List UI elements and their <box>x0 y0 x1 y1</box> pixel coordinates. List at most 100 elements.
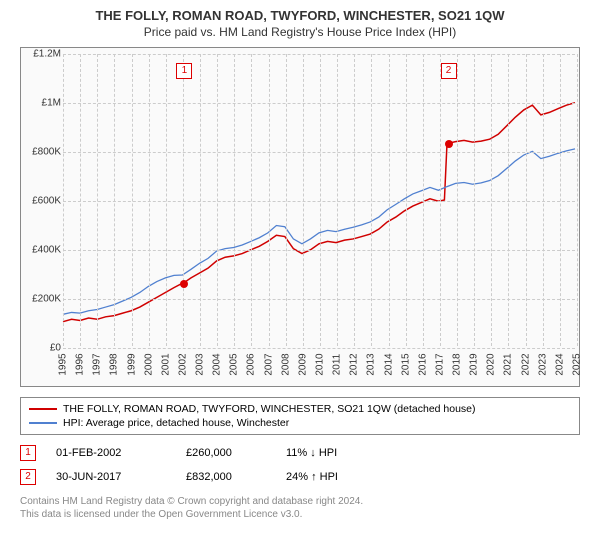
y-axis-label: £1.2M <box>23 49 61 60</box>
gridline-vertical <box>132 54 133 346</box>
x-axis-label: 2013 <box>366 351 377 379</box>
gridline-vertical <box>200 54 201 346</box>
event-id-box: 1 <box>20 445 36 461</box>
gridline-vertical <box>389 54 390 346</box>
x-axis-label: 1995 <box>58 351 69 379</box>
x-axis-label: 2024 <box>554 351 565 379</box>
gridline-vertical <box>166 54 167 346</box>
event-row: 1 01-FEB-2002 £260,000 11% ↓ HPI <box>20 441 580 465</box>
x-axis-label: 1998 <box>109 351 120 379</box>
gridline-vertical <box>286 54 287 346</box>
x-axis-label: 1997 <box>92 351 103 379</box>
gridline-vertical <box>80 54 81 346</box>
y-axis-label: £200K <box>23 294 61 305</box>
series-line <box>63 103 575 322</box>
gridline-vertical <box>440 54 441 346</box>
x-axis-label: 2008 <box>280 351 291 379</box>
event-diff: 24% ↑ HPI <box>286 471 386 483</box>
chart-subtitle: Price paid vs. HM Land Registry's House … <box>10 25 590 39</box>
x-axis-label: 2011 <box>332 351 343 379</box>
legend-swatch <box>29 422 57 424</box>
chart-container: THE FOLLY, ROMAN ROAD, TWYFORD, WINCHEST… <box>0 0 600 529</box>
plot-area: 12 £0£200K£400K£600K£800K£1M£1.2M1995199… <box>20 47 580 387</box>
y-axis-label: £0 <box>23 343 61 354</box>
x-axis-label: 2019 <box>469 351 480 379</box>
gridline-vertical <box>491 54 492 346</box>
footer-copyright: Contains HM Land Registry data © Crown c… <box>20 495 580 508</box>
gridline-horizontal <box>63 54 575 55</box>
legend: THE FOLLY, ROMAN ROAD, TWYFORD, WINCHEST… <box>20 397 580 435</box>
legend-label: THE FOLLY, ROMAN ROAD, TWYFORD, WINCHEST… <box>63 403 476 415</box>
event-id-box: 2 <box>20 469 36 485</box>
x-axis-label: 2016 <box>417 351 428 379</box>
events-table: 101-FEB-2002£260,00011% ↓ HPI230-JUN-201… <box>20 441 580 489</box>
x-axis-label: 2006 <box>246 351 257 379</box>
x-axis-label: 2000 <box>143 351 154 379</box>
event-diff: 11% ↓ HPI <box>286 447 386 459</box>
footer-licence: This data is licensed under the Open Gov… <box>20 508 580 521</box>
x-axis-label: 2010 <box>315 351 326 379</box>
x-axis-label: 1999 <box>126 351 137 379</box>
gridline-horizontal <box>63 152 575 153</box>
gridline-vertical <box>251 54 252 346</box>
gridline-vertical <box>183 54 184 346</box>
chart-title: THE FOLLY, ROMAN ROAD, TWYFORD, WINCHEST… <box>10 8 590 23</box>
x-axis-label: 2005 <box>229 351 240 379</box>
footer: Contains HM Land Registry data © Crown c… <box>20 495 580 521</box>
y-axis-label: £400K <box>23 245 61 256</box>
event-marker-box: 1 <box>176 63 192 79</box>
gridline-vertical <box>423 54 424 346</box>
x-axis-label: 2002 <box>177 351 188 379</box>
gridline-vertical <box>97 54 98 346</box>
x-axis-label: 2003 <box>195 351 206 379</box>
gridline-vertical <box>337 54 338 346</box>
x-axis-label: 1996 <box>75 351 86 379</box>
x-axis-label: 2001 <box>160 351 171 379</box>
gridline-horizontal <box>63 201 575 202</box>
x-axis-label: 2012 <box>349 351 360 379</box>
event-price: £260,000 <box>186 447 266 459</box>
gridline-horizontal <box>63 250 575 251</box>
event-row: 230-JUN-2017£832,00024% ↑ HPI <box>20 465 580 489</box>
gridline-vertical <box>303 54 304 346</box>
gridline-vertical <box>149 54 150 346</box>
x-axis-label: 2020 <box>486 351 497 379</box>
y-axis-label: £600K <box>23 196 61 207</box>
x-axis-label: 2025 <box>572 351 583 379</box>
gridline-vertical <box>577 54 578 346</box>
x-axis-label: 2023 <box>537 351 548 379</box>
gridline-vertical <box>269 54 270 346</box>
gridline-vertical <box>474 54 475 346</box>
legend-item: HPI: Average price, detached house, Winc… <box>29 416 571 430</box>
gridline-vertical <box>526 54 527 346</box>
x-axis-label: 2014 <box>383 351 394 379</box>
event-marker-dot <box>445 140 453 148</box>
gridline-vertical <box>234 54 235 346</box>
x-axis-label: 2017 <box>434 351 445 379</box>
gridline-vertical <box>63 54 64 346</box>
event-price: £832,000 <box>186 471 266 483</box>
legend-label: HPI: Average price, detached house, Winc… <box>63 417 289 429</box>
event-marker-dot <box>180 280 188 288</box>
x-axis-label: 2009 <box>297 351 308 379</box>
x-axis-label: 2015 <box>400 351 411 379</box>
gridline-vertical <box>508 54 509 346</box>
event-date: 01-FEB-2002 <box>56 447 166 459</box>
chart-lines <box>63 54 575 346</box>
gridline-horizontal <box>63 103 575 104</box>
y-axis-label: £800K <box>23 147 61 158</box>
plot-inner: 12 <box>63 54 575 346</box>
x-axis-label: 2004 <box>212 351 223 379</box>
gridline-vertical <box>354 54 355 346</box>
legend-swatch <box>29 408 57 410</box>
x-axis-label: 2007 <box>263 351 274 379</box>
x-axis-label: 2021 <box>503 351 514 379</box>
gridline-horizontal <box>63 299 575 300</box>
gridline-vertical <box>543 54 544 346</box>
gridline-horizontal <box>63 348 575 349</box>
x-axis-label: 2022 <box>520 351 531 379</box>
legend-item: THE FOLLY, ROMAN ROAD, TWYFORD, WINCHEST… <box>29 402 571 416</box>
gridline-vertical <box>371 54 372 346</box>
gridline-vertical <box>217 54 218 346</box>
gridline-vertical <box>560 54 561 346</box>
